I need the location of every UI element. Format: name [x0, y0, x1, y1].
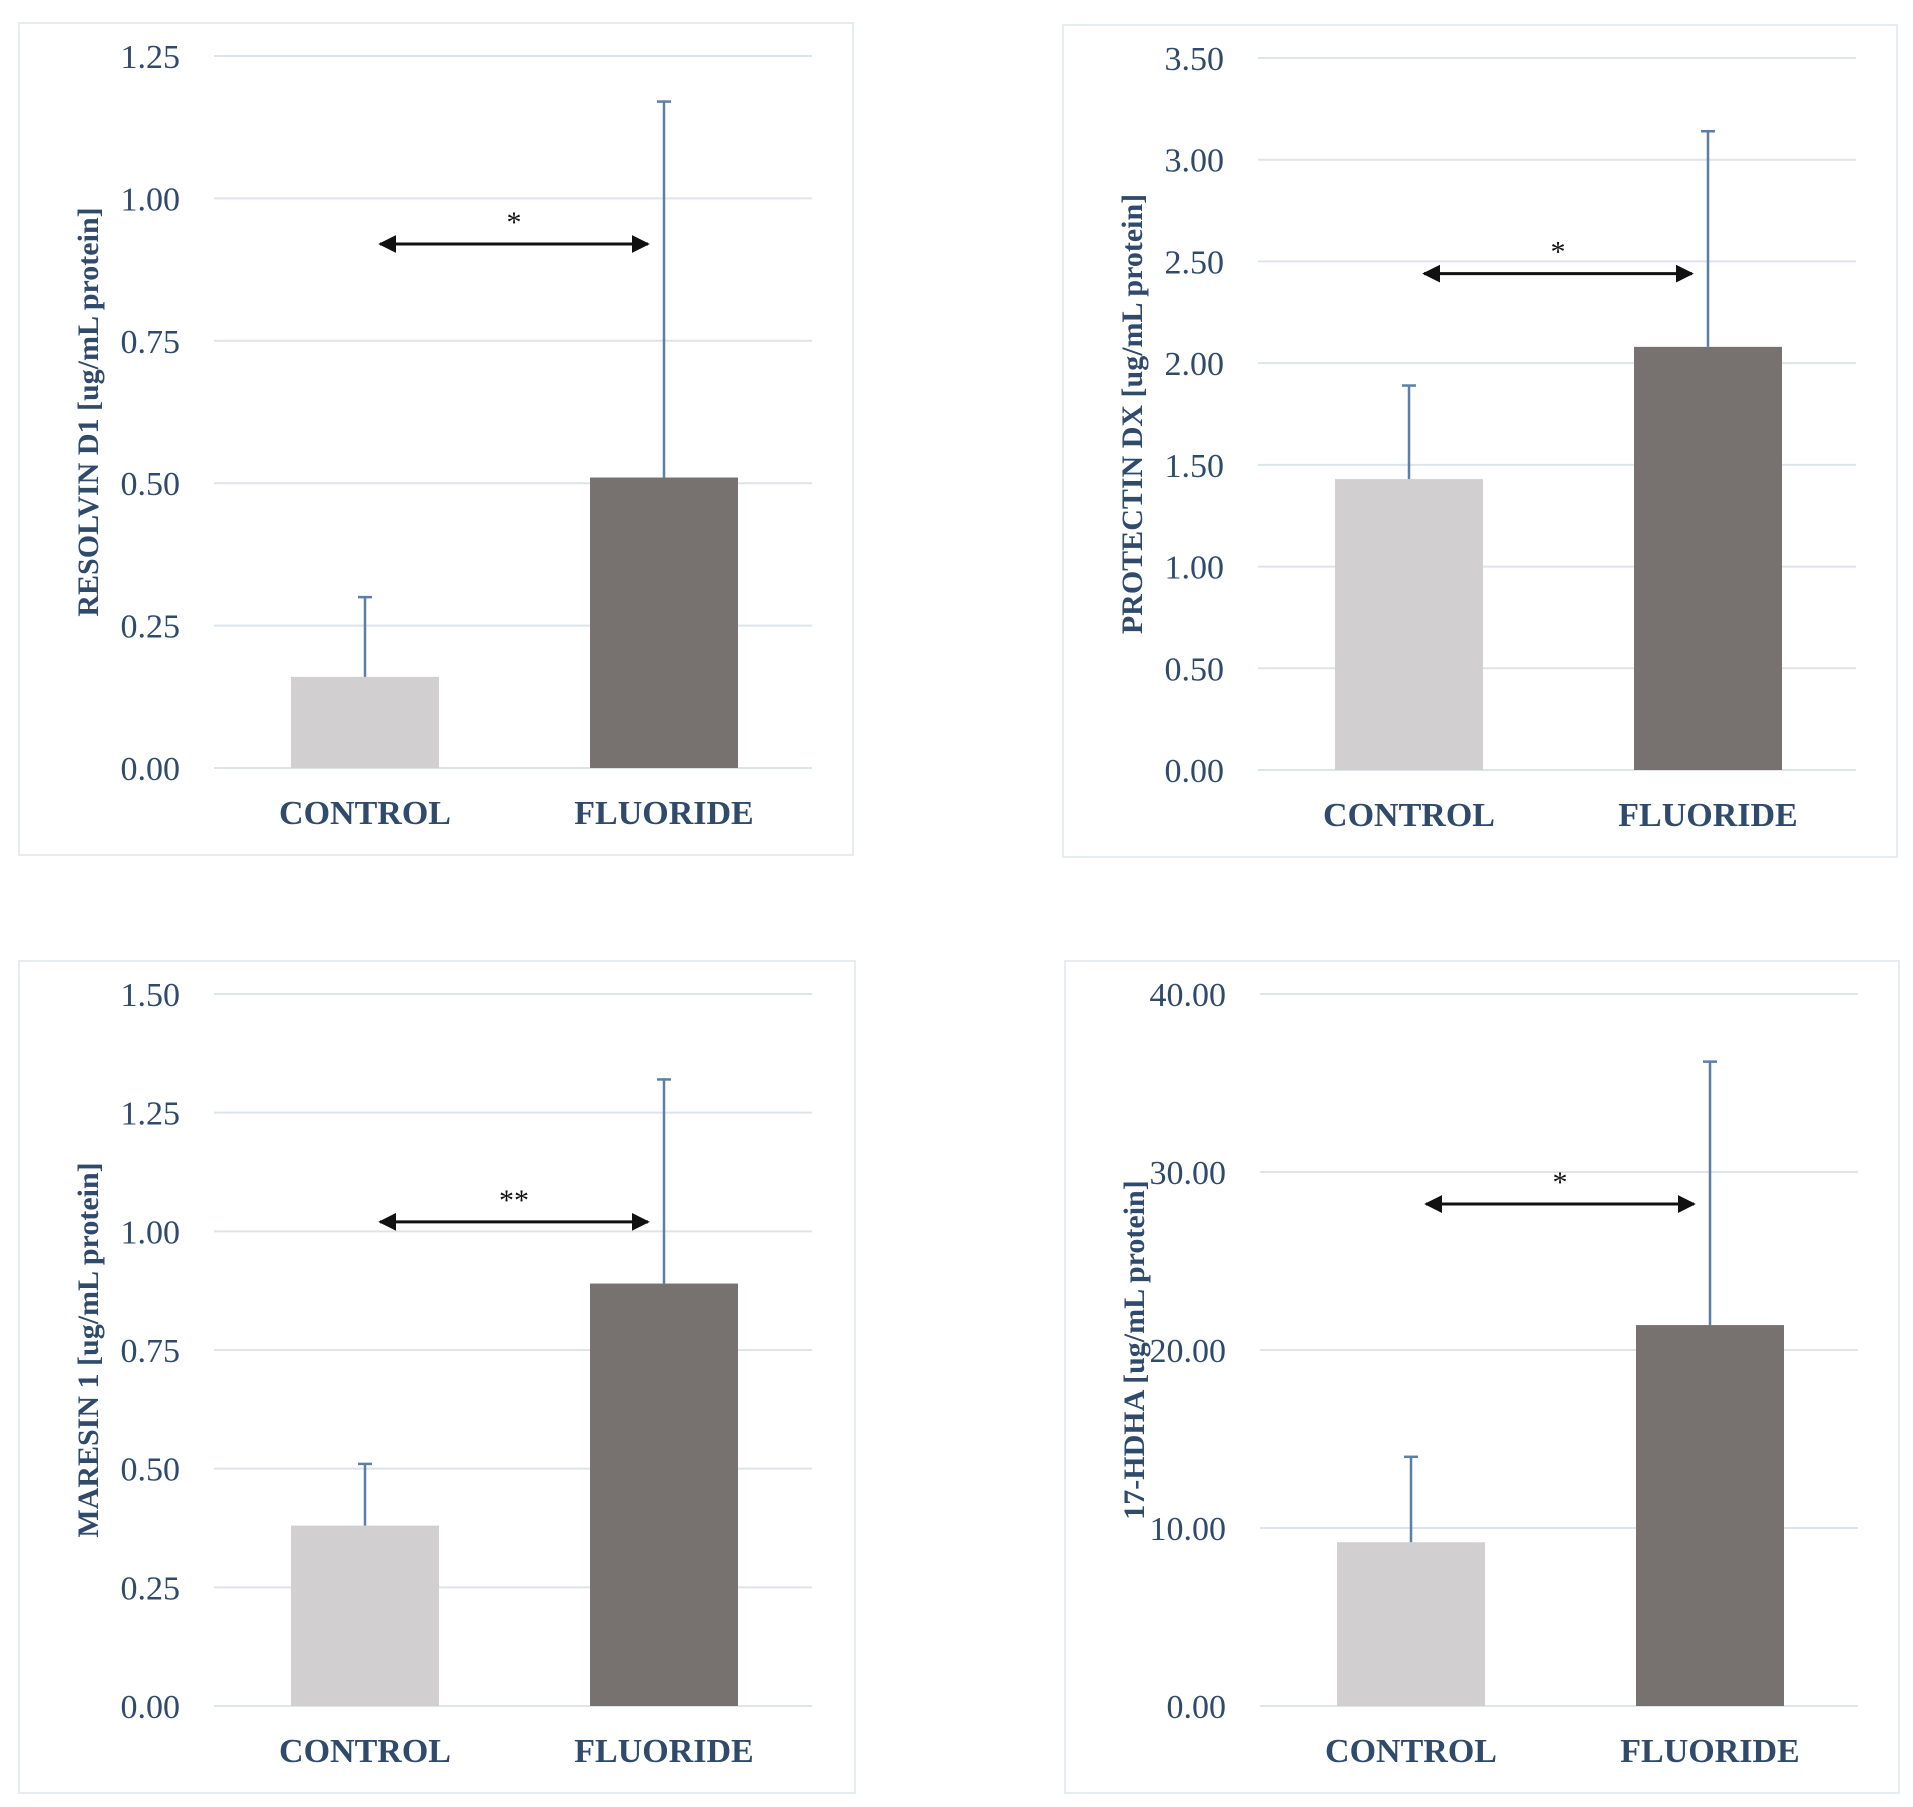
fluoride-bar [590, 1283, 738, 1706]
maresin-1-bar-chart: 0.00 0.25 0.50 0.75 1.00 1.25 1.50 CONTROL FLUOR… [72, 977, 812, 1770]
y-tick-label: 1.00 [1165, 550, 1225, 587]
y-tick-label: 1.00 [121, 181, 181, 218]
y-axis-title: PROTECTIN DX [ug/mL protein] [1116, 194, 1149, 634]
y-axis-title: 17-HDHA [ug/mL protein] [1118, 1180, 1151, 1519]
chart-panel-resolvin-d1: 0.00 0.25 0.50 0.75 1.00 1.25 CONTROL FLUORIDE *… [18, 22, 854, 856]
y-tick-label: 0.00 [121, 751, 181, 788]
category-label-control: CONTROL [279, 1733, 451, 1770]
y-tick-label: 40.00 [1150, 977, 1227, 1014]
fluoride-bar [590, 477, 738, 768]
y-tick-label: 0.75 [121, 1333, 181, 1370]
category-label-control: CONTROL [1323, 797, 1495, 834]
y-axis-title: MARESIN 1 [ug/mL protein] [72, 1162, 105, 1537]
control-bar [291, 1525, 439, 1706]
y-tick-label: 1.25 [121, 39, 181, 76]
protectin-dx-bar-chart: 0.00 0.50 1.00 1.50 2.00 2.50 3.00 3.50 CONTROL F… [1116, 41, 1856, 834]
y-tick-label: 1.25 [121, 1096, 181, 1133]
y-tick-label: 2.00 [1165, 346, 1225, 383]
significance-marker: ** [499, 1184, 529, 1217]
chart-panel-maresin-1: 0.00 0.25 0.50 0.75 1.00 1.25 1.50 CONTROL FLUOR… [18, 960, 856, 1794]
control-bar [291, 676, 439, 768]
fluoride-bar [1634, 346, 1782, 770]
significance-marker: * [507, 206, 522, 239]
y-tick-label: 0.25 [121, 609, 181, 646]
y-tick-label: 0.75 [121, 324, 181, 361]
y-tick-label: 3.00 [1165, 143, 1225, 180]
y-tick-label: 1.00 [121, 1214, 181, 1251]
y-axis-title: RESOLVIN D1 [ug/mL protein] [72, 207, 105, 616]
y-tick-label: 1.50 [1165, 448, 1225, 485]
y-tick-label: 0.50 [1165, 651, 1225, 688]
y-tick-label: 2.50 [1165, 244, 1225, 281]
category-label-control: CONTROL [279, 795, 451, 832]
control-bar [1335, 479, 1483, 770]
chart-panel-protectin-dx: 0.00 0.50 1.00 1.50 2.00 2.50 3.00 3.50 CONTROL F… [1062, 24, 1898, 858]
chart-panel-17-hdha: 0.00 10.00 20.00 30.00 40.00 CONTROL FLUORIDE *… [1064, 960, 1900, 1794]
y-tick-label: 0.00 [1167, 1689, 1227, 1726]
control-bar [1337, 1542, 1485, 1706]
y-tick-label: 0.00 [121, 1689, 181, 1726]
category-label-fluoride: FLUORIDE [1618, 797, 1797, 834]
y-tick-label: 10.00 [1150, 1511, 1227, 1548]
y-tick-label: 0.00 [1165, 753, 1225, 790]
significance-marker: * [1553, 1166, 1568, 1199]
y-tick-label: 0.25 [121, 1570, 181, 1607]
y-tick-label: 0.50 [121, 1452, 181, 1489]
y-tick-label: 20.00 [1150, 1333, 1227, 1370]
y-tick-label: 0.50 [121, 466, 181, 503]
resolvin-d1-bar-chart: 0.00 0.25 0.50 0.75 1.00 1.25 CONTROL FLUORIDE *… [72, 39, 812, 832]
category-label-fluoride: FLUORIDE [1620, 1733, 1799, 1770]
17-hdha-bar-chart: 0.00 10.00 20.00 30.00 40.00 CONTROL FLUORIDE *… [1118, 977, 1858, 1770]
category-label-fluoride: FLUORIDE [574, 795, 753, 832]
y-tick-label: 3.50 [1165, 41, 1225, 78]
fluoride-bar [1636, 1325, 1784, 1706]
y-tick-label: 30.00 [1150, 1155, 1227, 1192]
y-tick-label: 1.50 [121, 977, 181, 1014]
significance-marker: * [1551, 236, 1566, 269]
category-label-fluoride: FLUORIDE [574, 1733, 753, 1770]
category-label-control: CONTROL [1325, 1733, 1497, 1770]
